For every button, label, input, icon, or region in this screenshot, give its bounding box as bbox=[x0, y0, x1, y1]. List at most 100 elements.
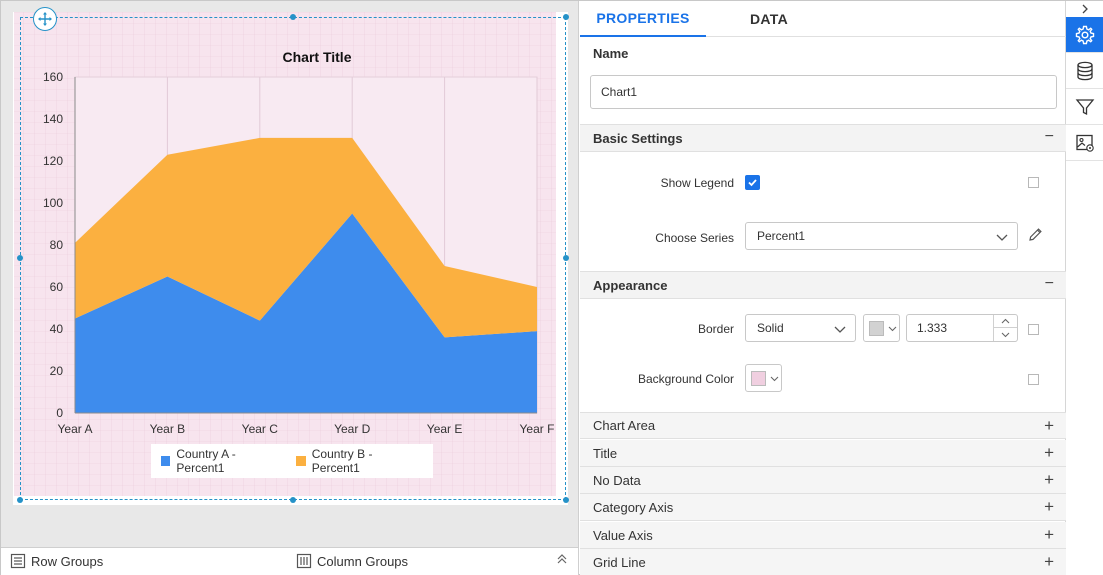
chevron-down-icon bbox=[834, 326, 846, 333]
resize-handle-top-right[interactable] bbox=[563, 14, 569, 20]
choose-series-value: Percent1 bbox=[757, 229, 806, 243]
legend-swatch-country-a bbox=[161, 456, 171, 466]
chevron-right-icon[interactable] bbox=[1066, 1, 1103, 16]
image-settings-icon bbox=[1075, 134, 1094, 152]
x-tick-label: Year A bbox=[58, 422, 93, 436]
resize-handle-bottom-left[interactable] bbox=[17, 497, 23, 503]
border-label: Border bbox=[697, 322, 734, 336]
chart-legend: Country A - Percent1 Country B - Percent… bbox=[151, 444, 433, 478]
section-basic-settings-label: Basic Settings bbox=[593, 130, 683, 146]
choose-series-label: Choose Series bbox=[655, 231, 734, 245]
background-color-picker[interactable] bbox=[745, 364, 782, 392]
series-layer bbox=[75, 137, 537, 414]
background-color-label: Background Color bbox=[637, 372, 734, 386]
filter-icon bbox=[1075, 98, 1094, 115]
section-category-axis-label: Category Axis bbox=[593, 499, 674, 515]
column-groups-label: Column Groups bbox=[317, 553, 409, 569]
expand-icon[interactable]: + bbox=[1044, 470, 1054, 489]
section-grid-line[interactable]: Grid Line + bbox=[580, 549, 1066, 575]
expand-icon[interactable]: + bbox=[1044, 525, 1054, 544]
legend-item-country-a: Country A - Percent1 bbox=[161, 447, 280, 475]
border-color-picker[interactable] bbox=[863, 314, 900, 342]
chart[interactable]: 0 20 40 60 80 100 120 140 160 Year A Year B Year C… bbox=[1, 1, 579, 547]
tab-properties[interactable]: PROPERTIES bbox=[580, 1, 706, 37]
row-groups-label: Row Groups bbox=[31, 553, 104, 569]
expand-icon[interactable]: + bbox=[1044, 416, 1054, 435]
border-width-spinner bbox=[993, 315, 1017, 341]
background-color-swatch bbox=[751, 371, 766, 386]
x-tick-label: Year F bbox=[520, 422, 555, 436]
properties-panel: PROPERTIES DATA Name Basic Settings − Sh… bbox=[580, 1, 1066, 575]
chevron-down-icon bbox=[770, 376, 779, 382]
expand-icon[interactable]: + bbox=[1044, 497, 1054, 516]
border-expression-checkbox[interactable] bbox=[1028, 324, 1039, 335]
database-icon bbox=[1076, 61, 1093, 80]
image-settings-tool-button[interactable] bbox=[1066, 125, 1103, 161]
border-width-value: 1.333 bbox=[917, 321, 948, 335]
show-legend-expression-checkbox[interactable] bbox=[1028, 177, 1039, 188]
choose-series-dropdown[interactable]: Percent1 bbox=[745, 222, 1018, 250]
border-width-input[interactable]: 1.333 bbox=[906, 314, 1018, 342]
area-series-country-a[interactable] bbox=[75, 213, 537, 414]
resize-handle-middle-left[interactable] bbox=[17, 255, 23, 261]
spin-down-icon[interactable] bbox=[994, 328, 1017, 341]
name-label: Name bbox=[593, 46, 629, 61]
background-color-expression-checkbox[interactable] bbox=[1028, 374, 1039, 385]
expand-icon[interactable]: + bbox=[1044, 552, 1054, 571]
panel-tabs: PROPERTIES DATA bbox=[580, 1, 1066, 37]
spin-up-icon[interactable] bbox=[994, 315, 1017, 328]
selection-outline bbox=[20, 17, 566, 500]
legend-label-country-b: Country B - Percent1 bbox=[311, 447, 373, 475]
y-tick-label: 20 bbox=[50, 364, 64, 378]
section-chart-area[interactable]: Chart Area + bbox=[580, 412, 1066, 439]
y-tick-label: 160 bbox=[43, 70, 63, 84]
x-tick-label: Year D bbox=[334, 422, 371, 436]
show-legend-checkbox[interactable] bbox=[745, 175, 760, 190]
properties-tool-button[interactable] bbox=[1066, 17, 1103, 53]
move-handle-icon[interactable] bbox=[33, 7, 57, 31]
border-style-value: Solid bbox=[757, 321, 784, 335]
collapse-groups-icon[interactable] bbox=[556, 553, 568, 568]
chevron-down-icon bbox=[888, 326, 897, 332]
tab-data[interactable]: DATA bbox=[749, 11, 788, 27]
border-style-dropdown[interactable]: Solid bbox=[745, 314, 856, 342]
area-series-country-b[interactable] bbox=[75, 137, 537, 338]
y-tick-label: 60 bbox=[50, 280, 64, 294]
y-tick-labels: 0 20 40 60 80 100 120 140 160 bbox=[43, 70, 63, 420]
border-color-swatch bbox=[869, 321, 884, 336]
section-category-axis[interactable]: Category Axis + bbox=[580, 494, 1066, 521]
edit-series-pencil-icon[interactable] bbox=[1028, 227, 1043, 247]
section-value-axis[interactable]: Value Axis + bbox=[580, 522, 1066, 549]
gear-icon bbox=[1075, 25, 1094, 44]
y-tick-label: 0 bbox=[56, 406, 63, 420]
name-input[interactable] bbox=[590, 75, 1057, 109]
y-tick-label: 80 bbox=[50, 238, 64, 252]
data-tool-button[interactable] bbox=[1066, 53, 1103, 89]
resize-handle-middle-right[interactable] bbox=[563, 255, 569, 261]
x-tick-label: Year E bbox=[427, 422, 463, 436]
filter-tool-button[interactable] bbox=[1066, 89, 1103, 125]
section-appearance-label: Appearance bbox=[593, 277, 668, 293]
legend-label-country-a: Country A - Percent1 bbox=[176, 447, 236, 475]
row-groups-button[interactable]: Row Groups bbox=[10, 553, 103, 569]
expand-icon[interactable]: + bbox=[1044, 443, 1054, 462]
resize-handle-bottom-right[interactable] bbox=[563, 497, 569, 503]
resize-handle-top-center[interactable] bbox=[290, 14, 296, 20]
section-title[interactable]: Title + bbox=[580, 440, 1066, 467]
x-tick-label: Year C bbox=[242, 422, 279, 436]
chevron-down-icon bbox=[996, 234, 1008, 241]
collapse-icon[interactable]: − bbox=[1044, 128, 1054, 145]
section-value-axis-label: Value Axis bbox=[593, 527, 653, 543]
section-chart-area-label: Chart Area bbox=[593, 418, 656, 433]
legend-swatch-country-b bbox=[296, 456, 306, 466]
y-tick-label: 140 bbox=[43, 112, 63, 126]
section-appearance[interactable]: Appearance − bbox=[580, 271, 1066, 299]
column-groups-button[interactable]: Column Groups bbox=[296, 553, 408, 569]
section-no-data[interactable]: No Data + bbox=[580, 467, 1066, 494]
row-groups-icon bbox=[10, 553, 26, 569]
y-tick-label: 40 bbox=[50, 322, 64, 336]
section-basic-settings[interactable]: Basic Settings − bbox=[580, 124, 1066, 152]
y-tick-label: 120 bbox=[43, 154, 63, 168]
resize-handle-bottom-center[interactable] bbox=[290, 497, 296, 503]
collapse-icon[interactable]: − bbox=[1044, 275, 1054, 292]
